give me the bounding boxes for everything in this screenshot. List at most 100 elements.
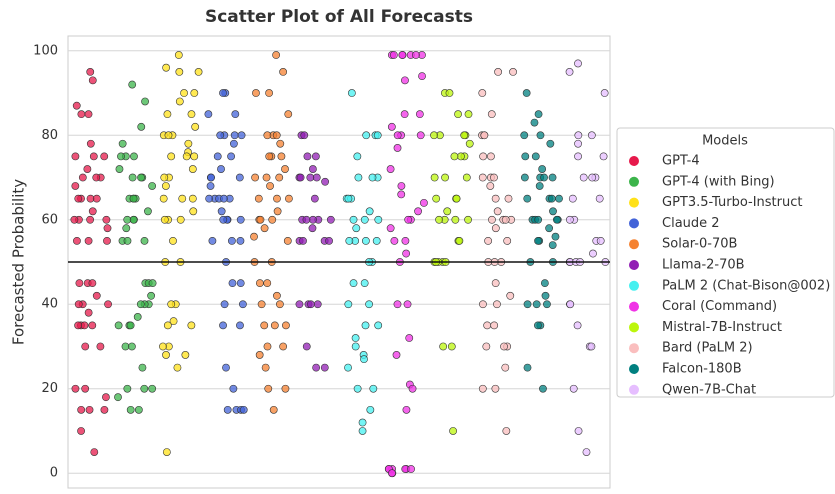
point bbox=[228, 236, 236, 245]
point bbox=[148, 182, 157, 190]
legend-marker bbox=[629, 156, 639, 166]
point bbox=[587, 131, 596, 140]
legend-label: PaLM 2 (Chat-Bison@002) bbox=[662, 278, 830, 293]
point bbox=[521, 152, 530, 161]
point bbox=[265, 152, 274, 161]
point bbox=[261, 363, 270, 372]
point bbox=[217, 207, 226, 216]
point bbox=[255, 279, 264, 288]
point bbox=[397, 182, 406, 190]
point bbox=[70, 215, 79, 224]
point bbox=[478, 173, 487, 182]
point bbox=[272, 51, 281, 59]
point bbox=[369, 384, 378, 393]
point bbox=[84, 308, 93, 317]
point bbox=[411, 51, 420, 59]
legend-marker bbox=[629, 197, 639, 208]
point bbox=[579, 173, 588, 182]
point bbox=[114, 393, 122, 402]
point bbox=[388, 469, 396, 478]
point bbox=[415, 110, 424, 119]
point bbox=[222, 363, 230, 372]
point bbox=[74, 300, 83, 309]
point bbox=[464, 215, 472, 224]
point bbox=[178, 194, 187, 203]
point bbox=[460, 131, 469, 140]
point bbox=[163, 321, 172, 330]
legend-label: GPT-4 bbox=[662, 154, 700, 169]
point bbox=[236, 215, 245, 224]
point bbox=[454, 110, 462, 119]
point bbox=[148, 279, 157, 288]
point bbox=[265, 89, 273, 97]
point bbox=[281, 165, 289, 173]
point bbox=[541, 291, 550, 300]
legend-label: Llama-2-70B bbox=[662, 258, 745, 273]
point bbox=[217, 165, 225, 173]
point bbox=[256, 215, 265, 224]
point bbox=[238, 300, 247, 309]
point bbox=[450, 152, 459, 161]
point bbox=[360, 355, 368, 364]
point bbox=[175, 97, 184, 106]
point bbox=[281, 384, 290, 393]
point bbox=[387, 122, 396, 131]
point bbox=[358, 427, 367, 435]
point bbox=[96, 342, 105, 351]
point bbox=[306, 300, 315, 309]
point bbox=[227, 152, 235, 161]
point bbox=[582, 448, 591, 456]
point bbox=[366, 405, 375, 414]
point bbox=[272, 131, 281, 140]
point bbox=[161, 182, 170, 190]
point bbox=[173, 363, 182, 372]
point bbox=[534, 110, 543, 119]
point bbox=[160, 215, 169, 224]
point bbox=[126, 321, 135, 330]
point bbox=[392, 351, 401, 359]
point bbox=[491, 194, 500, 203]
point bbox=[81, 384, 90, 393]
point bbox=[306, 173, 315, 182]
point bbox=[365, 300, 374, 309]
point bbox=[484, 236, 493, 245]
point bbox=[250, 232, 258, 241]
point bbox=[219, 89, 227, 97]
legend-label: Claude 2 bbox=[662, 216, 720, 231]
point bbox=[344, 194, 353, 203]
point bbox=[128, 342, 136, 351]
point bbox=[568, 194, 577, 203]
point bbox=[368, 173, 377, 182]
point bbox=[534, 236, 542, 245]
point bbox=[483, 321, 492, 330]
point bbox=[545, 224, 554, 233]
point bbox=[118, 139, 127, 148]
legend-marker bbox=[629, 218, 639, 229]
point bbox=[263, 279, 272, 288]
legend-label: GPT-4 (with Bing) bbox=[662, 174, 775, 189]
point bbox=[566, 300, 575, 309]
legend-label: Coral (Command) bbox=[662, 299, 777, 314]
point bbox=[174, 51, 183, 59]
point bbox=[520, 131, 529, 140]
point bbox=[129, 194, 138, 203]
point bbox=[574, 139, 582, 148]
point bbox=[262, 173, 271, 182]
point bbox=[279, 68, 288, 76]
point bbox=[401, 236, 410, 245]
point bbox=[273, 207, 282, 216]
point bbox=[555, 194, 563, 203]
point bbox=[180, 89, 188, 97]
legend-box bbox=[616, 127, 835, 398]
point bbox=[361, 236, 370, 245]
point bbox=[275, 300, 284, 309]
point bbox=[361, 321, 370, 330]
point bbox=[300, 131, 309, 140]
point bbox=[522, 89, 531, 97]
point bbox=[223, 405, 232, 414]
point bbox=[401, 76, 409, 85]
point bbox=[92, 291, 101, 300]
point bbox=[573, 321, 582, 330]
point bbox=[574, 152, 582, 161]
